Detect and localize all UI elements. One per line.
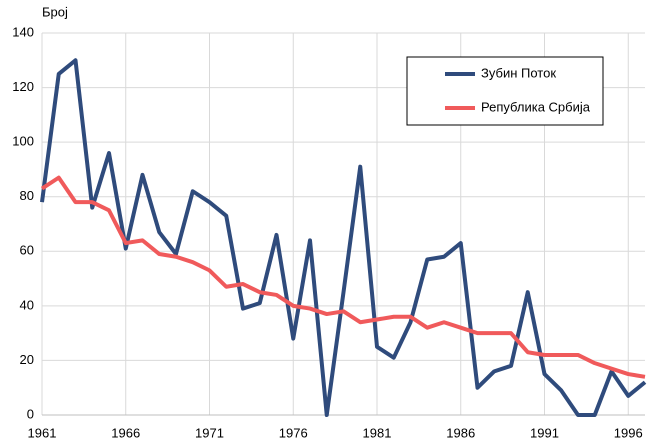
y-axis-label: Број [42,4,68,19]
x-tick-label: 1986 [446,425,475,440]
series-line [40,175,646,379]
x-tick-label: 1996 [614,425,643,440]
y-tick-label: 100 [12,134,34,149]
x-tick-label: 1991 [530,425,559,440]
y-tick-label: 120 [12,79,34,94]
legend-box [406,56,604,126]
legend-label: Република Србија [481,99,591,114]
x-tick-label: 1961 [28,425,57,440]
y-tick-label: 40 [20,297,34,312]
x-tick-label: 1981 [363,425,392,440]
x-tick-label: 1971 [195,425,224,440]
y-tick-label: 80 [20,188,34,203]
x-tick-label: 1976 [279,425,308,440]
y-tick-label: 140 [12,24,34,39]
y-tick-label: 0 [27,406,34,421]
x-tick-label: 1966 [111,425,140,440]
legend-label: Зубин Поток [481,65,556,80]
y-tick-label: 60 [20,243,34,258]
series-line [40,58,647,417]
y-tick-label: 20 [20,352,34,367]
legend: Зубин Поток Република Србија [406,56,604,126]
